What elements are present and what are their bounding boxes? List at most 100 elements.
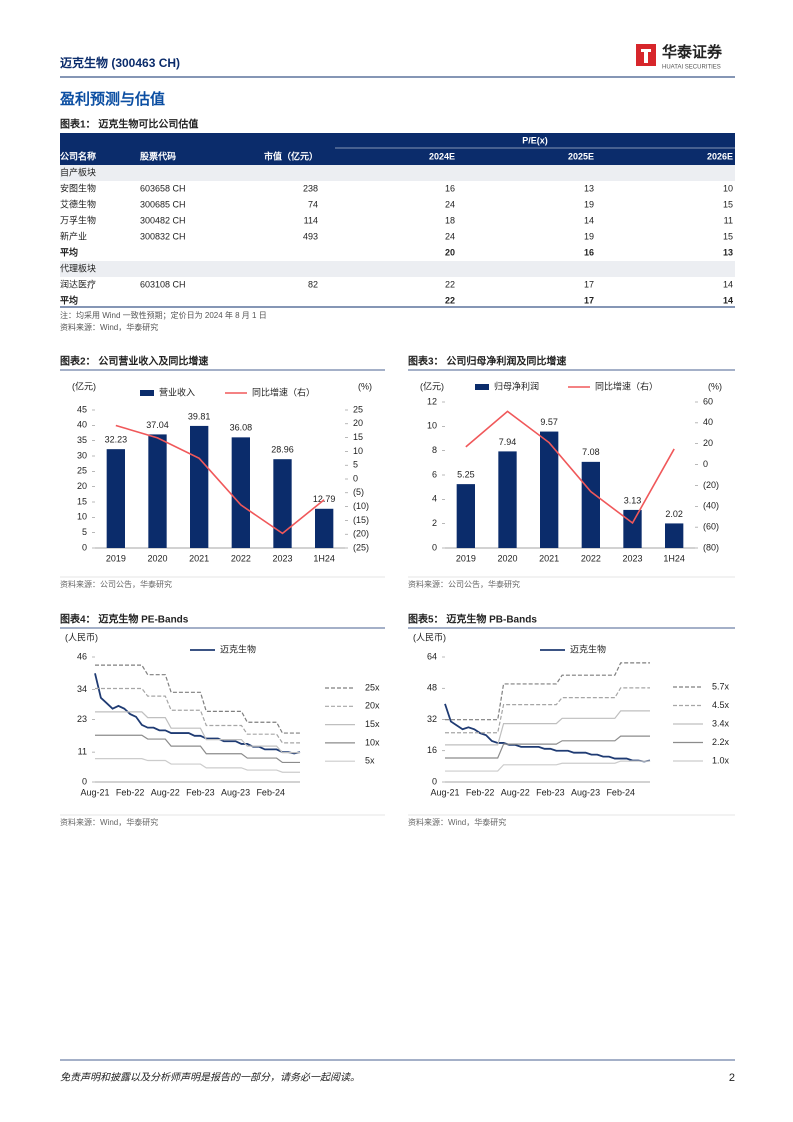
bar (456, 484, 475, 548)
x-tick-label: 2019 (106, 553, 126, 563)
y-tick-label: 10 (77, 512, 87, 522)
bar-label: 5.25 (457, 470, 475, 480)
chart-title: 图表4： 迈克生物 PE-Bands (60, 613, 189, 626)
column-header: 股票代码 (140, 150, 176, 161)
bar (231, 437, 250, 548)
x-tick-label: Feb-22 (466, 787, 495, 797)
logo-text: 华泰证券 (662, 43, 723, 61)
cell-pe: 13 (584, 183, 594, 193)
legend-label: 15x (365, 719, 380, 729)
bar (623, 509, 642, 548)
bar (315, 508, 334, 548)
y2-tick-label: (80) (703, 542, 719, 552)
y-tick-label: 5 (82, 527, 87, 537)
cell-name: 新产业 (60, 230, 87, 241)
legend-label: 3.4x (712, 718, 730, 728)
cell-pe: 17 (584, 295, 594, 305)
y-tick-label: 30 (77, 450, 87, 460)
x-tick-label: 2022 (231, 553, 251, 563)
y-tick-label: 23 (77, 714, 87, 724)
x-tick-label: Aug-21 (80, 787, 109, 797)
bar (148, 434, 167, 548)
x-tick-label: 2022 (581, 553, 601, 563)
y2-tick-label: 60 (703, 396, 713, 406)
band-line (95, 758, 300, 773)
legend-label: 10x (365, 737, 380, 747)
chart-title: 图表2： 公司营业收入及同比增速 (60, 355, 208, 368)
y2-tick-label: (20) (703, 480, 719, 490)
cell-pe: 14 (723, 279, 733, 289)
page-number: 2 (729, 1072, 735, 1084)
price-line (94, 673, 301, 755)
table-note: 注：均采用 Wind 一致性预期；定价日为 2024 年 8 月 1 日 (60, 310, 267, 320)
logo-text-en: HUATAI SECURITIES (662, 65, 721, 71)
footer-disclaimer: 免责声明和披露以及分析师声明是报告的一部分，请务必一起阅读。 (60, 1072, 360, 1084)
x-tick-label: 2023 (272, 553, 292, 563)
cell-pe: 16 (445, 183, 455, 193)
cell-name: 万孚生物 (60, 214, 96, 225)
cell-code: 300832 CH (140, 231, 186, 241)
bar-label: 12.79 (313, 494, 336, 504)
y-tick-label: 2 (432, 518, 437, 528)
x-tick-label: Feb-22 (116, 787, 145, 797)
cell-pe: 20 (445, 247, 455, 257)
x-tick-label: 2019 (456, 553, 476, 563)
legend-label: 5x (365, 756, 375, 766)
chart-title: 图表5： 迈克生物 PB-Bands (408, 613, 537, 626)
cell-cap: 493 (303, 231, 318, 241)
y2-tick-label: 25 (353, 404, 363, 414)
cell-name: 艾德生物 (60, 198, 96, 209)
y-tick-label: 45 (77, 404, 87, 414)
y-unit: (人民币) (413, 632, 446, 642)
legend-label: 营业收入 (159, 386, 195, 397)
legend-label: 20x (365, 701, 380, 711)
bar-label: 32.23 (105, 435, 128, 445)
y-tick-label: 8 (432, 445, 437, 455)
cell-pe: 14 (584, 215, 594, 225)
cell-pe: 17 (584, 279, 594, 289)
cell-code: 300482 CH (140, 215, 186, 225)
legend-label: 归母净利润 (494, 380, 539, 391)
x-tick-label: Feb-24 (256, 787, 285, 797)
bar-label: 36.08 (230, 423, 253, 433)
bar (665, 523, 684, 548)
y2-tick-label: 20 (703, 438, 713, 448)
cell-pe: 14 (723, 295, 733, 305)
table-title: 图表1： 迈克生物可比公司估值 (60, 118, 198, 131)
cell-pe: 16 (584, 247, 594, 257)
x-tick-label: 2021 (539, 553, 559, 563)
cell-pe: 19 (584, 199, 594, 209)
y2-tick-label: 0 (353, 473, 358, 483)
band-line (445, 662, 650, 721)
x-tick-label: Aug-21 (430, 787, 459, 797)
band-line (445, 735, 650, 759)
bar-label: 7.94 (499, 437, 517, 447)
legend-swatch (475, 384, 489, 390)
x-tick-label: 2020 (147, 553, 167, 563)
y2-tick-label: 0 (703, 459, 708, 469)
logo-icon-detail (644, 49, 648, 63)
y-tick-label: 11 (78, 746, 87, 756)
band-line (445, 710, 650, 746)
x-tick-label: 2021 (189, 553, 209, 563)
legend-label: 2.2x (712, 737, 730, 747)
y2-tick-label: (10) (353, 501, 369, 511)
legend-label: 1.0x (712, 755, 730, 765)
y-tick-label: 6 (432, 469, 437, 479)
chart-title: 图表3： 公司归母净利润及同比增速 (408, 355, 566, 368)
cell-cap: 82 (308, 279, 318, 289)
y-tick-label: 34 (77, 684, 87, 694)
cell-code: 300685 CH (140, 199, 186, 209)
legend-label: 4.5x (712, 700, 730, 710)
cell-name: 润达医疗 (60, 278, 96, 289)
band-line (95, 687, 300, 744)
cell-name: 安图生物 (60, 182, 96, 193)
y-tick-label: 64 (427, 651, 437, 661)
column-header: 市值（亿元） (264, 150, 318, 161)
cell-pe: 22 (445, 279, 455, 289)
cell-pe: 13 (723, 247, 733, 257)
x-tick-label: Feb-23 (536, 787, 565, 797)
legend-label: 25x (365, 682, 380, 692)
section-title: 盈利预测与估值 (59, 90, 165, 108)
y2-tick-label: (40) (703, 501, 719, 511)
